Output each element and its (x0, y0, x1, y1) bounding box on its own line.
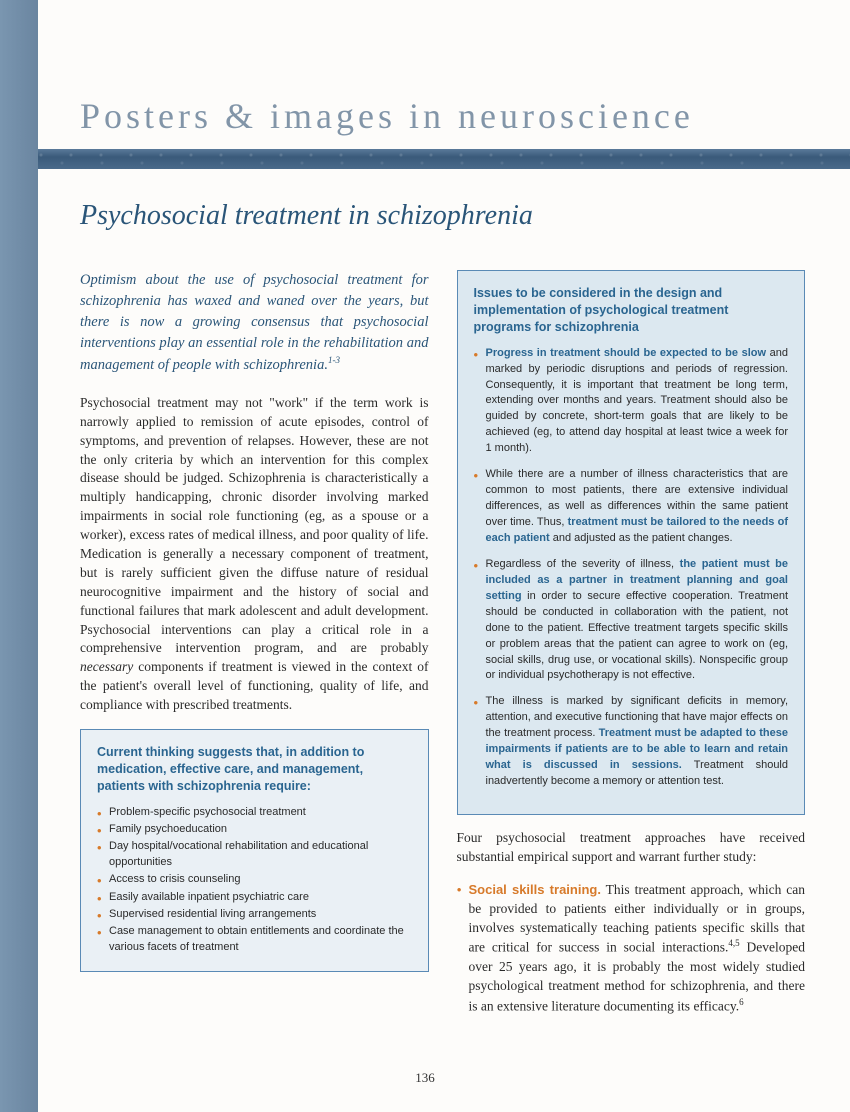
list-item: While there are a number of illness char… (474, 467, 789, 547)
right-info-box: Issues to be considered in the design an… (457, 270, 806, 815)
left-column: Optimism about the use of psychosocial t… (80, 270, 429, 1016)
list-item: Access to crisis counseling (97, 872, 412, 887)
body1-b: components if treatment is viewed in the… (80, 659, 429, 712)
approach-social-skills: Social skills training. This treatment a… (457, 881, 806, 1016)
list-item: The illness is marked by significant def… (474, 694, 789, 790)
sidebar-strip (0, 0, 38, 1112)
page-number: 136 (0, 1070, 850, 1086)
intro-citation: 1-3 (328, 355, 340, 365)
left-info-box: Current thinking suggests that, in addit… (80, 729, 429, 972)
list-item: Family psychoeducation (97, 822, 412, 837)
body-paragraph-2: Four psychosocial treatment approaches h… (457, 829, 806, 867)
body-paragraph-1: Psychosocial treatment may not "work" if… (80, 394, 429, 715)
intro-paragraph: Optimism about the use of psychosocial t… (80, 270, 429, 376)
left-box-title: Current thinking suggests that, in addit… (97, 744, 412, 795)
header-divider-bar (38, 149, 850, 169)
list-item: Supervised residential living arrangemen… (97, 907, 412, 922)
intro-text: Optimism about the use of psychosocial t… (80, 272, 429, 373)
approach-ref1: 4,5 (728, 938, 739, 948)
left-box-list: Problem-specific psychosocial treatment F… (97, 805, 412, 956)
list-item: Case management to obtain entitlements a… (97, 924, 412, 955)
list-item: Day hospital/vocational rehabilitation a… (97, 839, 412, 870)
approach-ref2: 6 (739, 997, 744, 1007)
content-area: Psychosocial treatment in schizophrenia … (80, 200, 805, 1016)
header-region: Posters & images in neuroscience (38, 0, 850, 175)
body1-a: Psychosocial treatment may not "work" if… (80, 395, 429, 656)
approach-label: Social skills training. (469, 882, 601, 897)
body1-emphasis: necessary (80, 659, 133, 674)
two-column-layout: Optimism about the use of psychosocial t… (80, 270, 805, 1016)
list-item: Progress in treatment should be expected… (474, 346, 789, 458)
list-item: Regardless of the severity of illness, t… (474, 557, 789, 685)
right-box-list: Progress in treatment should be expected… (474, 346, 789, 790)
list-item: Problem-specific psychosocial treatment (97, 805, 412, 820)
right-column: Issues to be considered in the design an… (457, 270, 806, 1016)
article-subtitle: Psychosocial treatment in schizophrenia (80, 200, 805, 232)
header-title: Posters & images in neuroscience (38, 95, 850, 137)
right-box-title: Issues to be considered in the design an… (474, 285, 789, 336)
list-item: Easily available inpatient psychiatric c… (97, 890, 412, 905)
